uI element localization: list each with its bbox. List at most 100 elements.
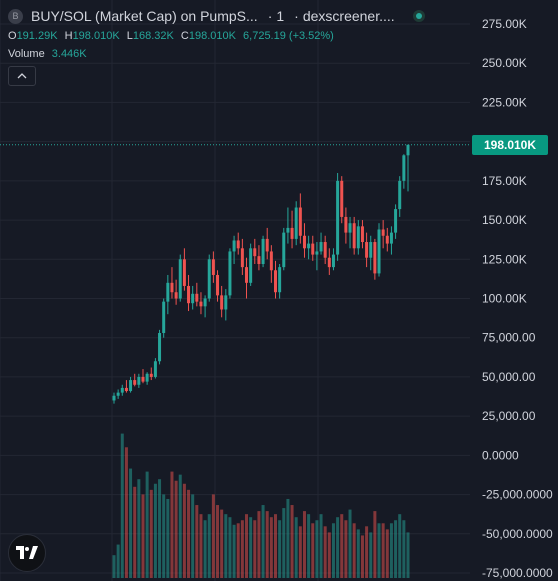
volume-bar <box>402 520 406 578</box>
volume-bar <box>120 433 124 578</box>
candle-body <box>166 282 170 302</box>
candle-body <box>373 242 377 274</box>
candle-body <box>331 254 335 268</box>
volume-bar <box>195 505 199 578</box>
candle-body <box>377 229 381 274</box>
volume-bar <box>145 471 149 578</box>
ohlc-close-key: C <box>180 30 189 42</box>
ohlc-high-key: H <box>64 30 73 42</box>
candle-body <box>195 293 199 302</box>
volume-bar <box>199 514 203 578</box>
candle-body <box>298 207 302 236</box>
candle-body <box>240 248 244 268</box>
volume-bar <box>389 523 393 578</box>
candle-body <box>307 243 311 249</box>
candle-body <box>170 282 174 293</box>
volume-bar <box>133 486 137 578</box>
ohlc-values: O191.29K H198.010K L168.32K C198.010K 6,… <box>8 30 425 42</box>
candle-body <box>273 270 277 293</box>
y-axis-tick-label: 50,000.00 <box>482 370 536 384</box>
volume-bar <box>269 517 273 578</box>
candle-body <box>406 144 410 156</box>
candle-body <box>265 238 269 252</box>
candle-body <box>224 295 228 310</box>
volume-bar <box>298 526 302 578</box>
volume-bar <box>211 494 215 578</box>
candle-body <box>124 387 128 392</box>
volume-bar <box>273 514 277 578</box>
volume-bar <box>369 532 373 578</box>
volume-bar <box>187 489 191 578</box>
volume-bar <box>224 514 228 578</box>
volume-bar <box>377 523 381 578</box>
ohlc-high-value: 198.010K <box>72 30 120 42</box>
candle-body <box>220 295 224 310</box>
ohlc-low-key: L <box>126 30 133 42</box>
tradingview-logo-icon[interactable] <box>8 534 46 572</box>
y-axis-tick-label: 25,000.00 <box>482 409 536 423</box>
candle-body <box>398 180 402 210</box>
collapse-legend-button[interactable] <box>8 66 36 86</box>
volume-bar <box>236 523 240 578</box>
candle-body <box>261 238 265 264</box>
candle-body <box>323 242 327 258</box>
market-status-icon[interactable] <box>412 10 425 22</box>
candle-body <box>149 373 153 377</box>
symbol-title[interactable]: BUY/SOL (Market Cap) on PumpS... <box>31 8 258 24</box>
candle-body <box>174 292 178 299</box>
volume-bar <box>182 483 186 578</box>
candle-body <box>191 293 195 304</box>
volume-bar <box>352 523 356 578</box>
candle-body <box>216 274 220 296</box>
volume-bar <box>327 532 331 578</box>
candle-body <box>199 301 203 307</box>
volume-bar <box>394 520 398 578</box>
candle-body <box>236 240 240 249</box>
candle-body <box>269 251 273 271</box>
candle-body <box>137 376 141 385</box>
candle-body <box>278 267 282 293</box>
candle-body <box>369 242 373 258</box>
volume-bar <box>356 529 360 578</box>
candle-body <box>116 392 120 396</box>
volume-bar <box>257 511 261 578</box>
volume-bar <box>124 447 128 578</box>
source-label[interactable]: dexscreener.... <box>302 8 395 24</box>
candle-body <box>402 155 406 181</box>
volume-bar <box>286 498 290 578</box>
y-axis-tick-label: 150.00K <box>482 213 527 227</box>
volume-label[interactable]: Volume <box>8 48 45 60</box>
last-price-label: 198.010K <box>472 134 548 155</box>
y-axis-tick-label: 125.00K <box>482 252 527 266</box>
volume-bar <box>261 505 265 578</box>
volume-bar <box>207 514 211 578</box>
candle-body <box>211 259 215 275</box>
candle-body <box>182 259 186 286</box>
ohlc-open-key: O <box>8 30 17 42</box>
volume-bar <box>170 471 174 578</box>
volume-bar <box>398 514 402 578</box>
candle-body <box>302 235 306 249</box>
candle-body <box>286 227 290 233</box>
volume-bar <box>149 489 153 578</box>
y-axis-tick-label: 100.00K <box>482 292 527 306</box>
candle-body <box>245 267 249 283</box>
ohlc-low-value: 168.32K <box>132 30 174 42</box>
candle-body <box>282 232 286 268</box>
volume-bar <box>311 523 315 578</box>
y-axis-tick-label: 75,000.00 <box>482 331 536 345</box>
volume-legend: Volume 3.446K <box>8 48 425 60</box>
candle-body <box>336 180 340 255</box>
interval-label[interactable]: 1 <box>276 8 285 24</box>
symbol-icon[interactable]: B <box>8 8 23 24</box>
candle-body <box>112 395 116 401</box>
volume-bar <box>385 529 389 578</box>
candle-body <box>290 227 294 239</box>
volume-bar <box>278 520 282 578</box>
chart-legend: B BUY/SOL (Market Cap) on PumpS... · 1 ·… <box>8 8 425 86</box>
volume-bar <box>203 520 207 578</box>
y-axis-tick-label: -50,000.0000 <box>482 527 553 541</box>
volume-bar <box>216 505 220 578</box>
